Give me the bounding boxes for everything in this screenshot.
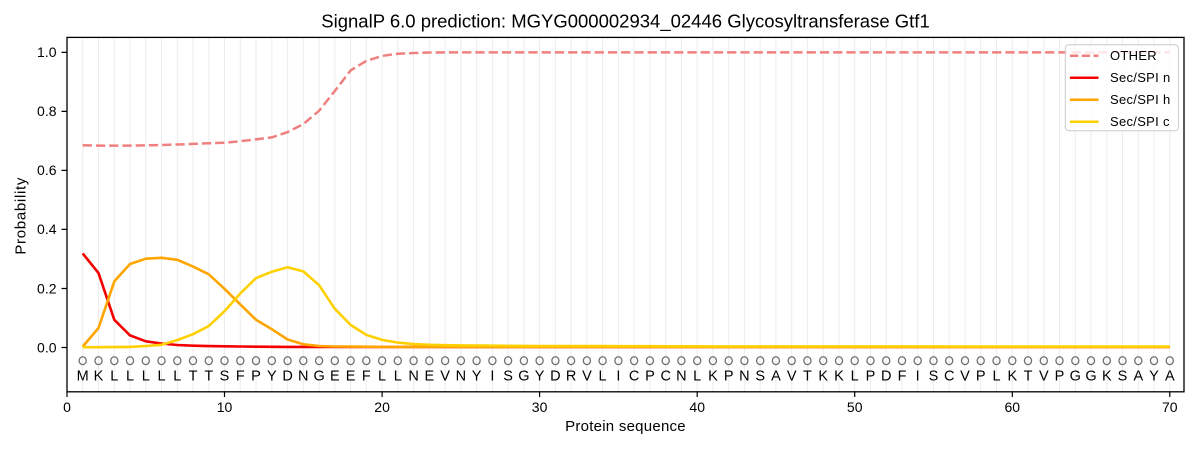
svg-text:20: 20 bbox=[374, 399, 390, 415]
svg-text:K: K bbox=[1007, 369, 1017, 385]
svg-text:60: 60 bbox=[1005, 399, 1021, 415]
svg-text:30: 30 bbox=[532, 399, 548, 415]
svg-text:G: G bbox=[518, 369, 529, 385]
svg-text:L: L bbox=[693, 369, 701, 385]
svg-text:E: E bbox=[424, 369, 434, 385]
svg-text:M: M bbox=[77, 369, 89, 385]
svg-text:10: 10 bbox=[217, 399, 233, 415]
svg-text:A: A bbox=[1133, 369, 1143, 385]
svg-text:I: I bbox=[490, 369, 494, 385]
svg-text:0.2: 0.2 bbox=[37, 280, 57, 296]
svg-text:V: V bbox=[440, 369, 450, 385]
svg-text:L: L bbox=[394, 369, 402, 385]
svg-text:G: G bbox=[1070, 369, 1081, 385]
svg-text:N: N bbox=[408, 369, 418, 385]
svg-text:G: G bbox=[1085, 369, 1096, 385]
svg-text:I: I bbox=[616, 369, 620, 385]
svg-text:N: N bbox=[298, 369, 308, 385]
svg-text:E: E bbox=[346, 369, 356, 385]
svg-text:P: P bbox=[724, 369, 734, 385]
svg-text:Y: Y bbox=[1149, 369, 1159, 385]
svg-text:C: C bbox=[660, 369, 670, 385]
svg-text:L: L bbox=[142, 369, 150, 385]
svg-text:S: S bbox=[220, 369, 230, 385]
svg-text:K: K bbox=[818, 369, 828, 385]
svg-text:T: T bbox=[189, 369, 198, 385]
svg-text:P: P bbox=[866, 369, 876, 385]
svg-text:Protein sequence: Protein sequence bbox=[565, 418, 686, 435]
svg-text:OTHER: OTHER bbox=[1110, 48, 1157, 63]
svg-text:L: L bbox=[599, 369, 607, 385]
svg-text:L: L bbox=[157, 369, 165, 385]
svg-text:L: L bbox=[126, 369, 134, 385]
svg-text:Sec/SPI n: Sec/SPI n bbox=[1110, 70, 1171, 85]
svg-text:L: L bbox=[110, 369, 118, 385]
svg-text:70: 70 bbox=[1162, 399, 1178, 415]
svg-text:0.4: 0.4 bbox=[37, 221, 57, 237]
svg-text:40: 40 bbox=[689, 399, 705, 415]
svg-text:K: K bbox=[94, 369, 104, 385]
svg-text:1.0: 1.0 bbox=[37, 44, 57, 60]
svg-text:R: R bbox=[566, 369, 576, 385]
svg-text:0.6: 0.6 bbox=[37, 162, 57, 178]
svg-text:C: C bbox=[944, 369, 954, 385]
svg-text:P: P bbox=[645, 369, 655, 385]
svg-text:K: K bbox=[834, 369, 844, 385]
svg-text:Probability: Probability bbox=[13, 177, 30, 255]
svg-text:V: V bbox=[787, 369, 797, 385]
svg-text:N: N bbox=[456, 369, 466, 385]
svg-text:SignalP 6.0 prediction: MGYG00: SignalP 6.0 prediction: MGYG000002934_02… bbox=[321, 11, 929, 33]
svg-text:A: A bbox=[771, 369, 781, 385]
svg-text:I: I bbox=[916, 369, 920, 385]
svg-text:L: L bbox=[173, 369, 181, 385]
svg-text:A: A bbox=[1165, 369, 1175, 385]
svg-text:0: 0 bbox=[63, 399, 71, 415]
svg-text:Y: Y bbox=[535, 369, 545, 385]
svg-text:P: P bbox=[1055, 369, 1065, 385]
svg-text:K: K bbox=[1102, 369, 1112, 385]
svg-text:L: L bbox=[992, 369, 1000, 385]
svg-text:S: S bbox=[503, 369, 513, 385]
svg-text:S: S bbox=[1118, 369, 1128, 385]
svg-text:K: K bbox=[708, 369, 718, 385]
svg-text:D: D bbox=[881, 369, 891, 385]
svg-text:F: F bbox=[898, 369, 907, 385]
svg-text:0.8: 0.8 bbox=[37, 103, 57, 119]
svg-text:P: P bbox=[976, 369, 986, 385]
svg-text:C: C bbox=[629, 369, 639, 385]
svg-text:Sec/SPI c: Sec/SPI c bbox=[1110, 114, 1170, 129]
svg-text:Sec/SPI h: Sec/SPI h bbox=[1110, 92, 1171, 107]
svg-text:T: T bbox=[803, 369, 812, 385]
svg-text:F: F bbox=[362, 369, 371, 385]
svg-text:L: L bbox=[378, 369, 386, 385]
svg-text:0.0: 0.0 bbox=[37, 339, 57, 355]
svg-text:N: N bbox=[676, 369, 686, 385]
svg-text:T: T bbox=[204, 369, 213, 385]
svg-text:N: N bbox=[739, 369, 749, 385]
svg-text:50: 50 bbox=[847, 399, 863, 415]
svg-text:V: V bbox=[582, 369, 592, 385]
svg-text:G: G bbox=[313, 369, 324, 385]
svg-text:F: F bbox=[236, 369, 245, 385]
svg-text:S: S bbox=[929, 369, 939, 385]
svg-text:V: V bbox=[960, 369, 970, 385]
svg-text:P: P bbox=[251, 369, 261, 385]
svg-text:E: E bbox=[330, 369, 340, 385]
svg-text:Y: Y bbox=[472, 369, 482, 385]
svg-text:D: D bbox=[550, 369, 560, 385]
svg-text:V: V bbox=[1039, 369, 1049, 385]
svg-text:S: S bbox=[755, 369, 765, 385]
svg-text:L: L bbox=[851, 369, 859, 385]
svg-text:D: D bbox=[282, 369, 292, 385]
svg-text:T: T bbox=[1024, 369, 1033, 385]
svg-text:Y: Y bbox=[267, 369, 277, 385]
